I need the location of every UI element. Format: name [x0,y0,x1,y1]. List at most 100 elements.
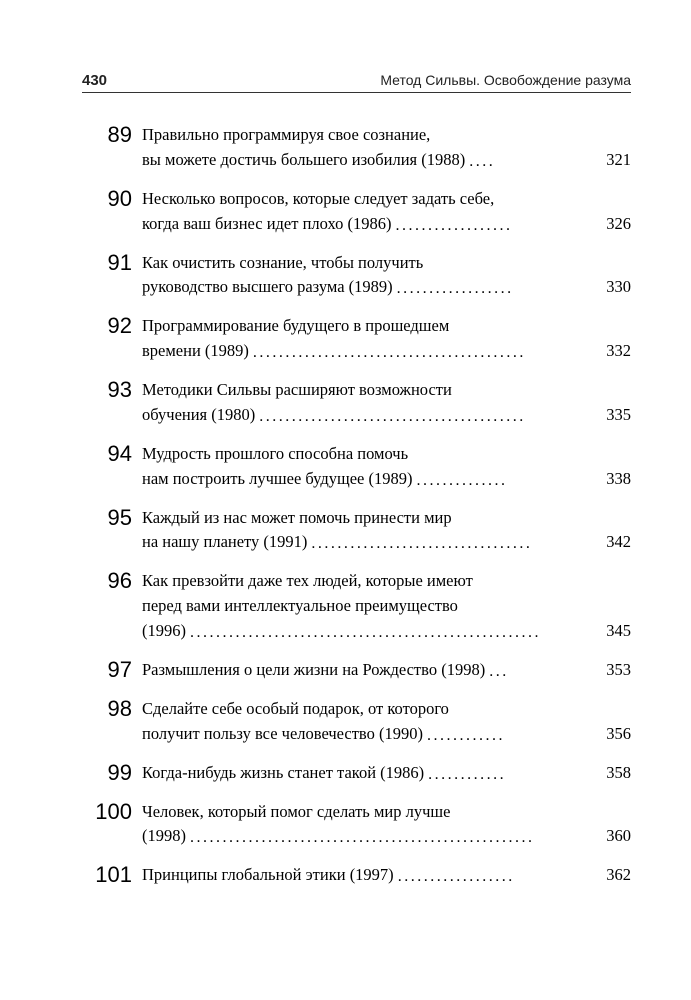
running-title: Метод Сильвы. Освобождение разума [380,72,631,88]
chapter-title-line: Методики Сильвы расширяют возможности [142,378,631,403]
toc-entry: 93Методики Сильвы расширяют возможностио… [82,378,631,428]
dot-leaders: ........................................… [255,405,602,429]
chapter-last-line: руководство высшего разума (1989).......… [142,275,631,300]
dot-leaders: ............ [423,724,602,748]
chapter-last-line: Размышления о цели жизни на Рождество (1… [142,658,631,683]
chapter-last-line: на нашу планету (1991)..................… [142,530,631,555]
chapter-index: 94 [82,442,142,465]
chapter-title-tail: руководство высшего разума (1989) [142,275,393,300]
dot-leaders: .................. [394,865,603,889]
chapter-title-tail: (1996) [142,619,186,644]
toc-entry: 90Несколько вопросов, которые следует за… [82,187,631,237]
chapter-last-line: времени (1989)..........................… [142,339,631,364]
chapter-index: 95 [82,506,142,529]
toc-entry: 100Человек, который помог сделать мир лу… [82,800,631,850]
toc-entry: 94Мудрость прошлого способна помочьнам п… [82,442,631,492]
chapter-last-line: вы можете достичь большего изобилия (198… [142,148,631,173]
chapter-page-number: 326 [602,212,631,237]
chapter-last-line: получит пользу все человечество (1990) .… [142,722,631,747]
dot-leaders: ............ [424,763,602,787]
chapter-title-tail: (1998) [142,824,186,849]
chapter-title-line: Программирование будущего в прошедшем [142,314,631,339]
chapter-title-tail: на нашу планету (1991) [142,530,307,555]
chapter-body: Как превзойти даже тех людей, которые им… [142,569,631,644]
chapter-page-number: 356 [602,722,631,747]
chapter-page-number: 358 [602,761,631,786]
chapter-body: Правильно программируя свое сознание,вы … [142,123,631,173]
chapter-last-line: когда ваш бизнес идет плохо (1986)......… [142,212,631,237]
chapter-body: Каждый из нас может помочь принести мирн… [142,506,631,556]
chapter-last-line: Принципы глобальной этики (1997)........… [142,863,631,888]
chapter-title-tail: обучения (1980) [142,403,255,428]
chapter-title-tail: получит пользу все человечество (1990) [142,722,423,747]
chapter-page-number: 345 [602,619,631,644]
toc-entry: 101Принципы глобальной этики (1997).....… [82,863,631,888]
chapter-index: 97 [82,658,142,681]
toc-entry: 98Сделайте себе особый подарок, от котор… [82,697,631,747]
chapter-last-line: (1998) .................................… [142,824,631,849]
chapter-body: Когда-нибудь жизнь станет такой (1986) .… [142,761,631,786]
toc-entry: 95Каждый из нас может помочь принести ми… [82,506,631,556]
toc-entry: 99Когда-нибудь жизнь станет такой (1986)… [82,761,631,786]
chapter-index: 90 [82,187,142,210]
chapter-title-tail: когда ваш бизнес идет плохо (1986) [142,212,391,237]
chapter-index: 100 [82,800,142,823]
chapter-page-number: 360 [602,824,631,849]
chapter-title-tail: времени (1989) [142,339,249,364]
chapter-index: 96 [82,569,142,592]
dot-leaders: .............. [413,469,603,493]
chapter-body: Размышления о цели жизни на Рождество (1… [142,658,631,683]
chapter-index: 89 [82,123,142,146]
table-of-contents: 89Правильно программируя свое сознание,в… [82,123,631,888]
chapter-last-line: (1996)..................................… [142,619,631,644]
page-header: 430 Метод Сильвы. Освобождение разума [82,72,631,93]
chapter-body: Мудрость прошлого способна помочьнам пос… [142,442,631,492]
chapter-body: Несколько вопросов, которые следует зада… [142,187,631,237]
toc-entry: 97Размышления о цели жизни на Рождество … [82,658,631,683]
chapter-page-number: 332 [602,339,631,364]
chapter-index: 98 [82,697,142,720]
chapter-title-line: Как превзойти даже тех людей, которые им… [142,569,631,594]
chapter-title-line: перед вами интеллектуальное преимущество [142,594,631,619]
chapter-index: 93 [82,378,142,401]
toc-entry: 89Правильно программируя свое сознание,в… [82,123,631,173]
chapter-title-line: Правильно программируя свое сознание, [142,123,631,148]
chapter-last-line: нам построить лучшее будущее (1989).....… [142,467,631,492]
chapter-body: Программирование будущего в прошедшемвре… [142,314,631,364]
chapter-title-tail: вы можете достичь большего изобилия (198… [142,148,465,173]
chapter-title-line: Несколько вопросов, которые следует зада… [142,187,631,212]
toc-entry: 91Как очистить сознание, чтобы получитьр… [82,251,631,301]
chapter-page-number: 338 [602,467,631,492]
dot-leaders: .................. [391,214,602,238]
chapter-body: Принципы глобальной этики (1997)........… [142,863,631,888]
chapter-page-number: 330 [602,275,631,300]
chapter-body: Методики Сильвы расширяют возможностиобу… [142,378,631,428]
chapter-body: Человек, который помог сделать мир лучше… [142,800,631,850]
dot-leaders: .................. [393,277,603,301]
chapter-title-tail: нам построить лучшее будущее (1989) [142,467,413,492]
chapter-page-number: 321 [602,148,631,173]
chapter-body: Сделайте себе особый подарок, от которог… [142,697,631,747]
page-number: 430 [82,72,107,89]
dot-leaders: .... [465,150,602,174]
chapter-last-line: Когда-нибудь жизнь станет такой (1986) .… [142,761,631,786]
chapter-index: 92 [82,314,142,337]
chapter-title-tail: Когда-нибудь жизнь станет такой (1986) [142,761,424,786]
chapter-index: 91 [82,251,142,274]
toc-entry: 92Программирование будущего в прошедшемв… [82,314,631,364]
dot-leaders: ........................................… [249,341,602,365]
dot-leaders: ........................................… [186,826,602,850]
chapter-index: 101 [82,863,142,886]
chapter-title-line: Мудрость прошлого способна помочь [142,442,631,467]
chapter-page-number: 335 [602,403,631,428]
chapter-last-line: обучения (1980).........................… [142,403,631,428]
dot-leaders: .................................. [307,532,602,556]
chapter-title-line: Как очистить сознание, чтобы получить [142,251,631,276]
toc-entry: 96Как превзойти даже тех людей, которые … [82,569,631,644]
dot-leaders: ........................................… [186,621,602,645]
chapter-title-tail: Размышления о цели жизни на Рождество (1… [142,658,485,683]
chapter-page-number: 362 [602,863,631,888]
chapter-title-line: Человек, который помог сделать мир лучше [142,800,631,825]
chapter-body: Как очистить сознание, чтобы получитьрук… [142,251,631,301]
chapter-title-line: Каждый из нас может помочь принести мир [142,506,631,531]
